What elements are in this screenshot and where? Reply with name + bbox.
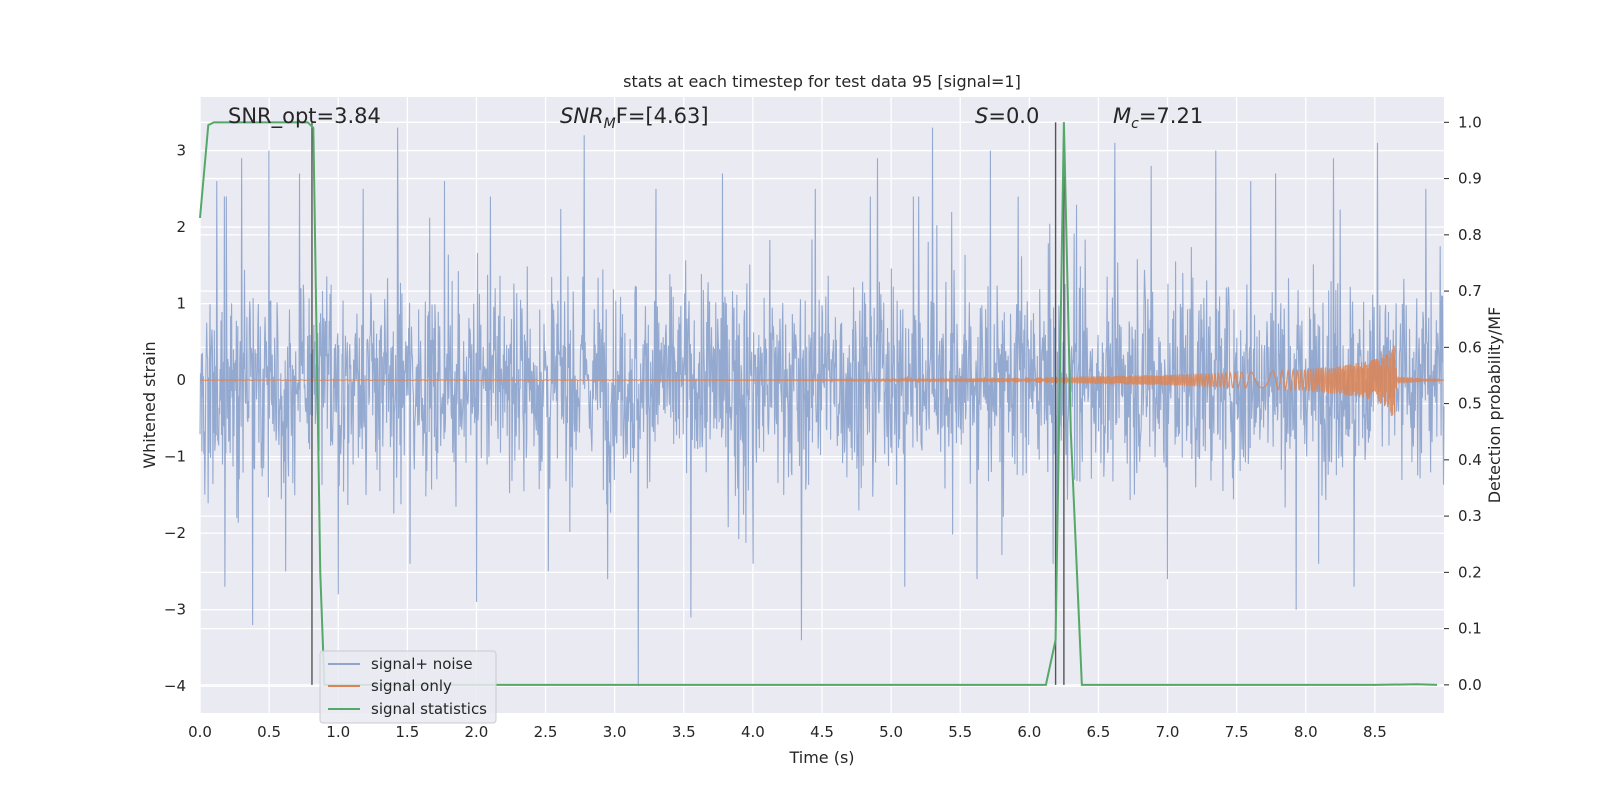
y-tick-label: −3 — [164, 601, 186, 619]
series-signal-noise-line — [199, 127, 1445, 687]
x-tick-label: 7.5 — [1225, 723, 1249, 741]
y2-tick-label: 0.3 — [1458, 507, 1482, 525]
annotation-s-suffix: =0.0 — [988, 104, 1039, 128]
y2-tick-label: 0.9 — [1458, 170, 1482, 188]
y2-tick-label: 0.4 — [1458, 451, 1482, 469]
y-tick-label: 3 — [176, 142, 186, 160]
y2-tick-label: 0.7 — [1458, 282, 1482, 300]
annotation-mc: Mc=7.21 — [1113, 104, 1203, 132]
y2-tick-label: 0.8 — [1458, 226, 1482, 244]
chart-title: stats at each timestep for test data 95 … — [623, 72, 1021, 91]
annotation-s-prefix: S — [975, 104, 988, 128]
x-tick-label: 2.0 — [465, 723, 489, 741]
legend: signal+ noise signal only signal statist… — [319, 650, 497, 724]
y2-tick-label: 0.0 — [1458, 676, 1482, 694]
annotation-s: S=0.0 — [975, 104, 1039, 128]
annotation-mc-sub: c — [1131, 116, 1139, 132]
y-tick-label: 2 — [176, 218, 186, 236]
annotation-mc-suffix: =7.21 — [1139, 104, 1203, 128]
y2-tick-label: 0.6 — [1458, 338, 1482, 356]
y2-tick-label: 0.5 — [1458, 395, 1482, 413]
annotation-mc-prefix: M — [1113, 104, 1131, 128]
x-tick-label: 1.5 — [395, 723, 419, 741]
legend-box — [319, 650, 497, 724]
x-tick-label: 4.5 — [810, 723, 834, 741]
y-tick-label: −1 — [164, 448, 186, 466]
x-tick-label: 6.5 — [1087, 723, 1111, 741]
signal-layer — [199, 345, 1445, 416]
x-tick-label: 5.5 — [948, 723, 972, 741]
y-axis-label: Whitened strain — [140, 341, 159, 468]
x-tick-label: 8.0 — [1294, 723, 1318, 741]
x-tick-label: 3.0 — [603, 723, 627, 741]
x-tick-label: 2.5 — [534, 723, 558, 741]
annotation-snr-mf-suffix: F=[4.63] — [616, 104, 709, 128]
annotation-snr-mf-sub: M — [604, 116, 616, 132]
y2-axis-label: Detection probability/MF — [1485, 307, 1504, 504]
legend-label-noise: signal+ noise — [371, 655, 473, 673]
x-tick-label: 3.5 — [672, 723, 696, 741]
annotation-snr-mf-prefix: SNR — [560, 104, 604, 128]
x-tick-label: 7.0 — [1156, 723, 1180, 741]
x-tick-label: 5.0 — [879, 723, 903, 741]
x-tick-label: 0.0 — [188, 723, 212, 741]
legend-label-stats: signal statistics — [371, 700, 487, 718]
series-signal-only-line — [199, 345, 1445, 416]
x-tick-label: 0.5 — [257, 723, 281, 741]
y2-tick-label: 0.2 — [1458, 563, 1482, 581]
y2-tick-label: 1.0 — [1458, 113, 1482, 131]
x-tick-label: 1.0 — [326, 723, 350, 741]
y2-tick-label: 0.1 — [1458, 620, 1482, 638]
x-tick-label: 8.5 — [1363, 723, 1387, 741]
x-axis-label: Time (s) — [788, 748, 854, 767]
y-tick-label: −2 — [164, 524, 186, 542]
annotation-snr-opt: SNR_opt=3.84 — [228, 104, 381, 129]
x-tick-label: 6.0 — [1017, 723, 1041, 741]
noise-layer — [199, 127, 1445, 687]
y-tick-label: 0 — [176, 371, 186, 389]
x-tick-label: 4.0 — [741, 723, 765, 741]
legend-label-signal: signal only — [371, 677, 452, 695]
annotation-snr-mf: SNRMF=[4.63] — [560, 104, 709, 132]
tick-layer: 0.0 0.5 1.0 1.5 2.0 2.5 3.0 3.5 4.0 4.5 5.0 5.5 6.0 6… — [164, 113, 1482, 741]
y-tick-label: 1 — [176, 295, 186, 313]
y-tick-label: −4 — [164, 677, 186, 695]
annotations: SNR_opt=3.84 SNRMF=[4.63] S=0.0 Mc=7.21 — [228, 104, 1203, 132]
